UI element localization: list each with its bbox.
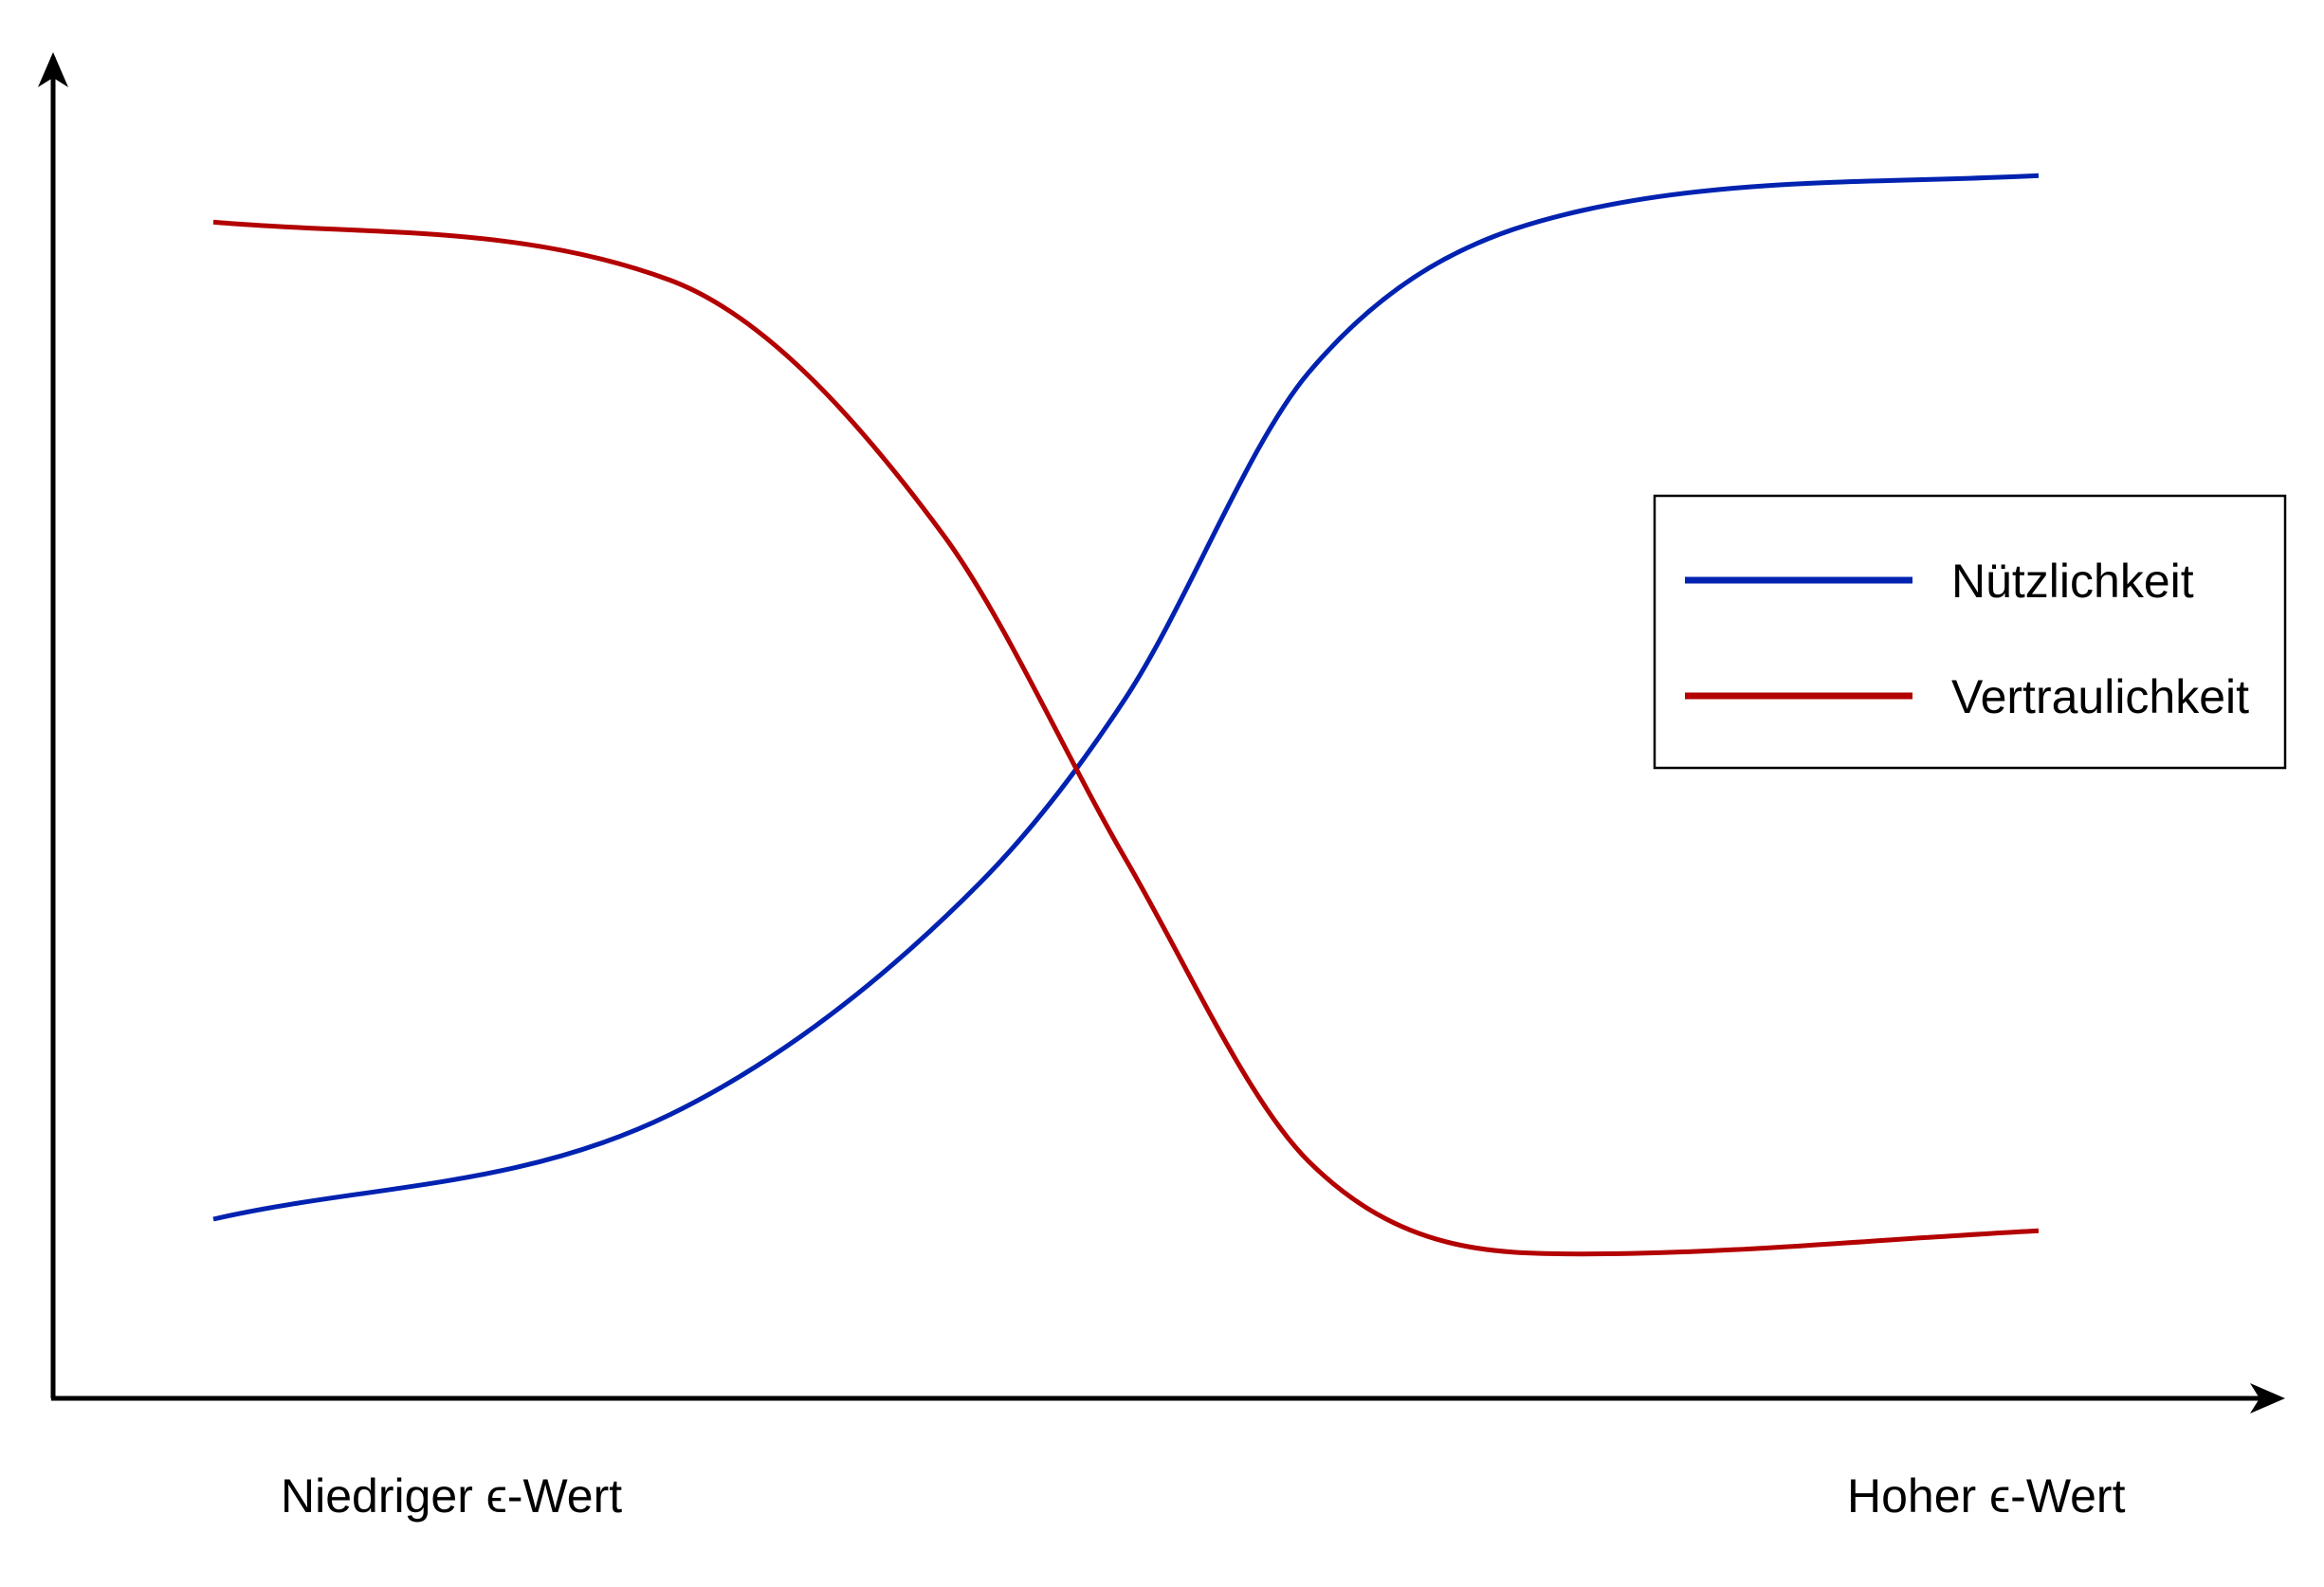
series-line-nutzlichkeit — [212, 173, 2040, 1222]
x-axis-arrow — [2250, 1383, 2285, 1414]
series-layer — [212, 173, 2040, 1257]
axes — [38, 52, 2285, 1414]
legend-box — [1653, 494, 2287, 770]
x-tick-label-low: Niedriger ϵ-Wert — [281, 1469, 622, 1523]
legend-label-vertraulichkeit: Vertraulichkeit — [1951, 670, 2249, 723]
x-tick-label-high: Hoher ϵ-Wert — [1847, 1469, 2126, 1523]
y-axis-arrow — [38, 52, 68, 87]
legend: Nützlichkeit Vertraulichkeit — [1653, 494, 2287, 770]
legend-label-nutzlichkeit: Nützlichkeit — [1951, 555, 2194, 608]
x-tick-labels: Niedriger ϵ-Wert Hoher ϵ-Wert — [281, 1469, 2126, 1523]
series-line-vertraulichkeit — [212, 219, 2040, 1257]
